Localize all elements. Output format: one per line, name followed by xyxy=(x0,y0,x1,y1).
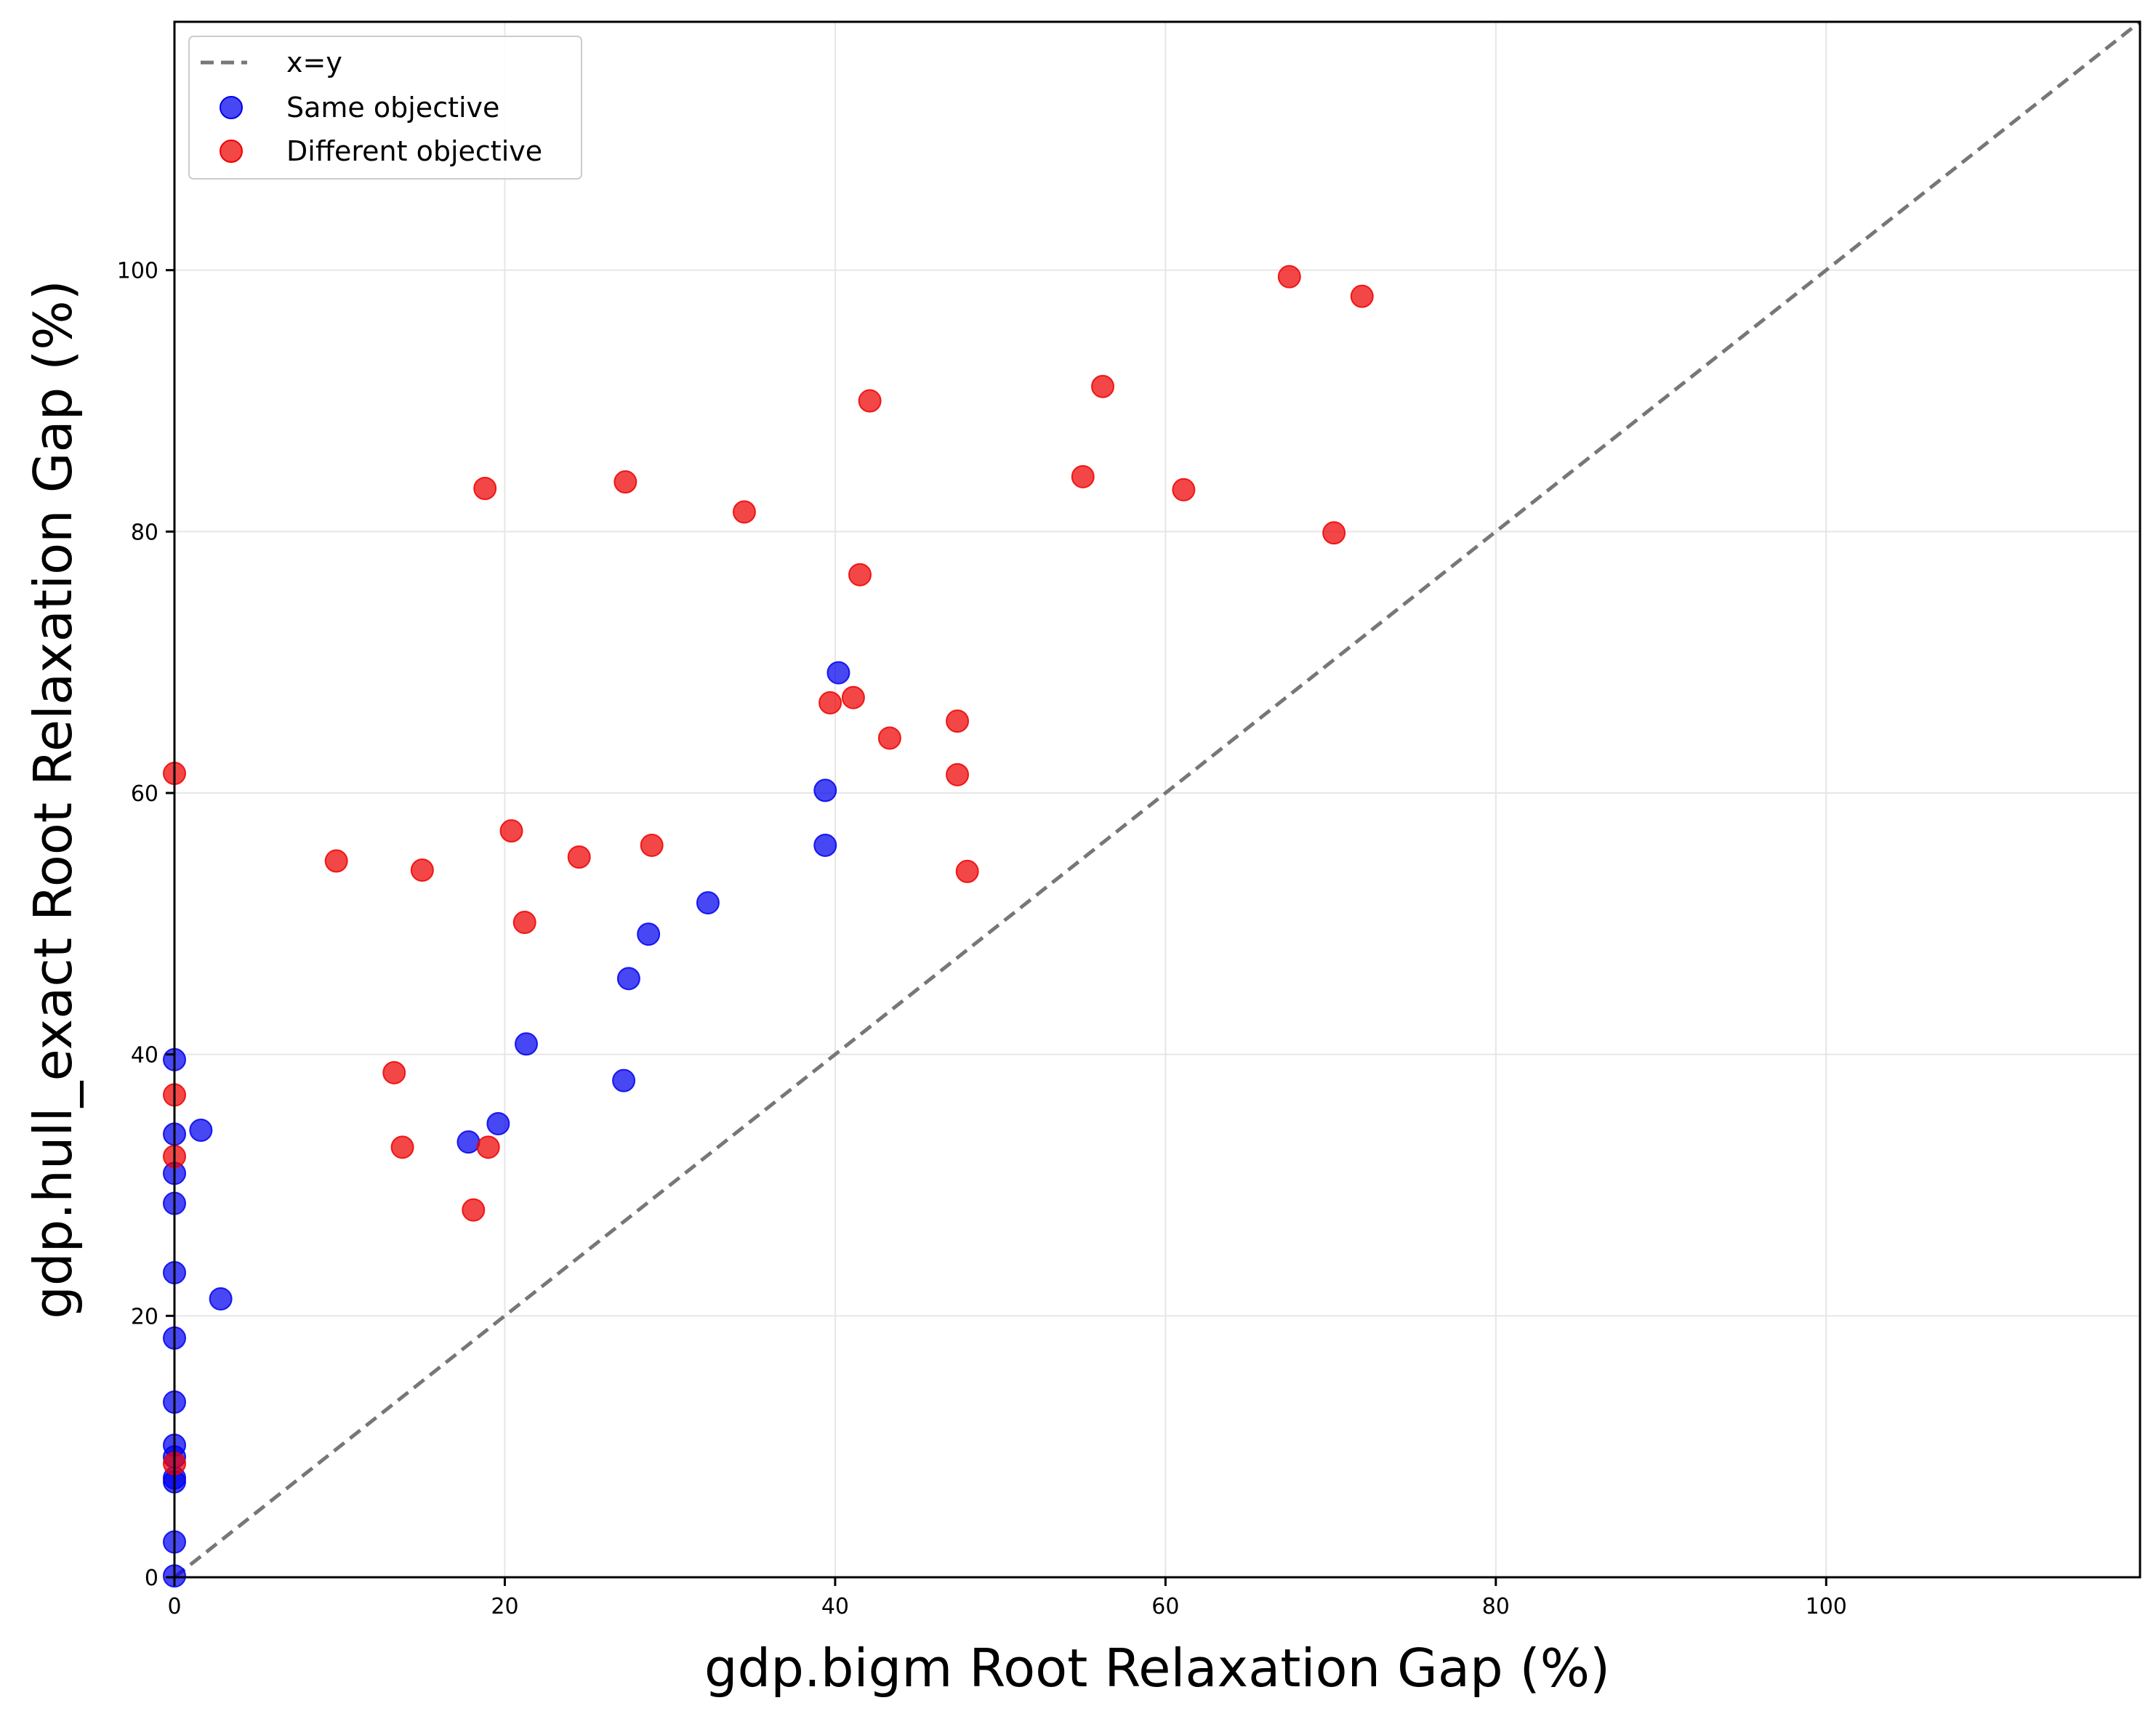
x-tick-label: 40 xyxy=(821,1594,849,1619)
data-point-different-objective xyxy=(818,691,842,714)
data-point-different-objective xyxy=(1350,284,1374,308)
data-point-same-objective xyxy=(813,778,837,802)
legend-swatch-different-objective xyxy=(220,140,243,163)
legend: x=y Same objective Different objective xyxy=(188,36,582,180)
data-point-different-objective xyxy=(1322,521,1346,545)
data-point-different-objective xyxy=(946,762,970,786)
y-axis-label: gdp.hull_exact Root Relaxation Gap (%) xyxy=(23,280,84,1319)
data-point-different-objective xyxy=(1071,464,1095,488)
data-point-different-objective xyxy=(732,500,756,524)
data-point-same-objective xyxy=(826,661,850,685)
legend-label-same-objective: Same objective xyxy=(286,92,499,124)
x-tick-label: 100 xyxy=(1806,1594,1847,1619)
y-tick-label: 60 xyxy=(131,781,158,807)
data-points xyxy=(163,265,1374,1588)
data-point-different-objective xyxy=(848,563,872,587)
data-point-different-objective xyxy=(614,470,637,494)
legend-label-reference-line: x=y xyxy=(286,47,342,78)
data-point-different-objective xyxy=(499,819,523,843)
data-point-different-objective xyxy=(390,1135,414,1159)
data-point-same-objective xyxy=(209,1287,233,1311)
data-point-different-objective xyxy=(1172,478,1196,502)
data-point-different-objective xyxy=(877,726,901,750)
data-point-different-objective xyxy=(382,1060,406,1084)
data-point-different-objective xyxy=(841,685,865,709)
y-tick-label: 40 xyxy=(131,1043,158,1068)
data-point-different-objective xyxy=(640,833,664,857)
x-tick-label: 20 xyxy=(491,1594,518,1619)
data-point-different-objective xyxy=(1091,374,1115,398)
y-tick-label: 0 xyxy=(145,1566,158,1591)
y-tick-label: 80 xyxy=(131,520,158,545)
axis-ticks: 0 20 40 60 80 100 0 20 40 60 80 100 xyxy=(117,259,1847,1619)
data-point-different-objective xyxy=(476,1135,500,1159)
data-point-same-objective xyxy=(189,1118,213,1142)
data-point-different-objective xyxy=(858,389,882,413)
data-point-different-objective xyxy=(567,845,591,869)
data-point-different-objective xyxy=(324,849,348,873)
data-point-different-objective xyxy=(955,859,979,883)
legend-label-different-objective: Different objective xyxy=(286,135,542,167)
data-point-different-objective xyxy=(473,477,497,500)
reference-line-x-equals-y xyxy=(173,20,2141,1579)
data-point-same-objective xyxy=(616,967,640,991)
data-point-same-objective xyxy=(514,1032,538,1056)
data-point-same-objective xyxy=(637,922,661,946)
data-point-different-objective xyxy=(512,911,536,935)
x-axis-label: gdp.bigm Root Relaxation Gap (%) xyxy=(704,1638,1610,1699)
x-tick-label: 80 xyxy=(1482,1594,1510,1619)
data-point-same-objective xyxy=(696,891,720,915)
y-tick-label: 100 xyxy=(117,259,158,284)
legend-box xyxy=(188,36,582,180)
data-point-same-objective xyxy=(486,1111,510,1135)
data-point-same-objective xyxy=(612,1068,636,1092)
data-point-different-objective xyxy=(1277,265,1301,289)
plot-frame xyxy=(173,20,2141,1579)
data-point-different-objective xyxy=(462,1198,486,1222)
y-tick-label: 20 xyxy=(131,1304,158,1329)
data-point-same-objective xyxy=(813,833,837,857)
data-point-different-objective xyxy=(946,709,970,733)
x-tick-label: 0 xyxy=(167,1594,181,1619)
data-point-different-objective xyxy=(410,858,434,882)
data-point-same-objective xyxy=(456,1130,480,1154)
legend-swatch-same-objective xyxy=(220,96,243,119)
x-tick-label: 60 xyxy=(1151,1594,1179,1619)
